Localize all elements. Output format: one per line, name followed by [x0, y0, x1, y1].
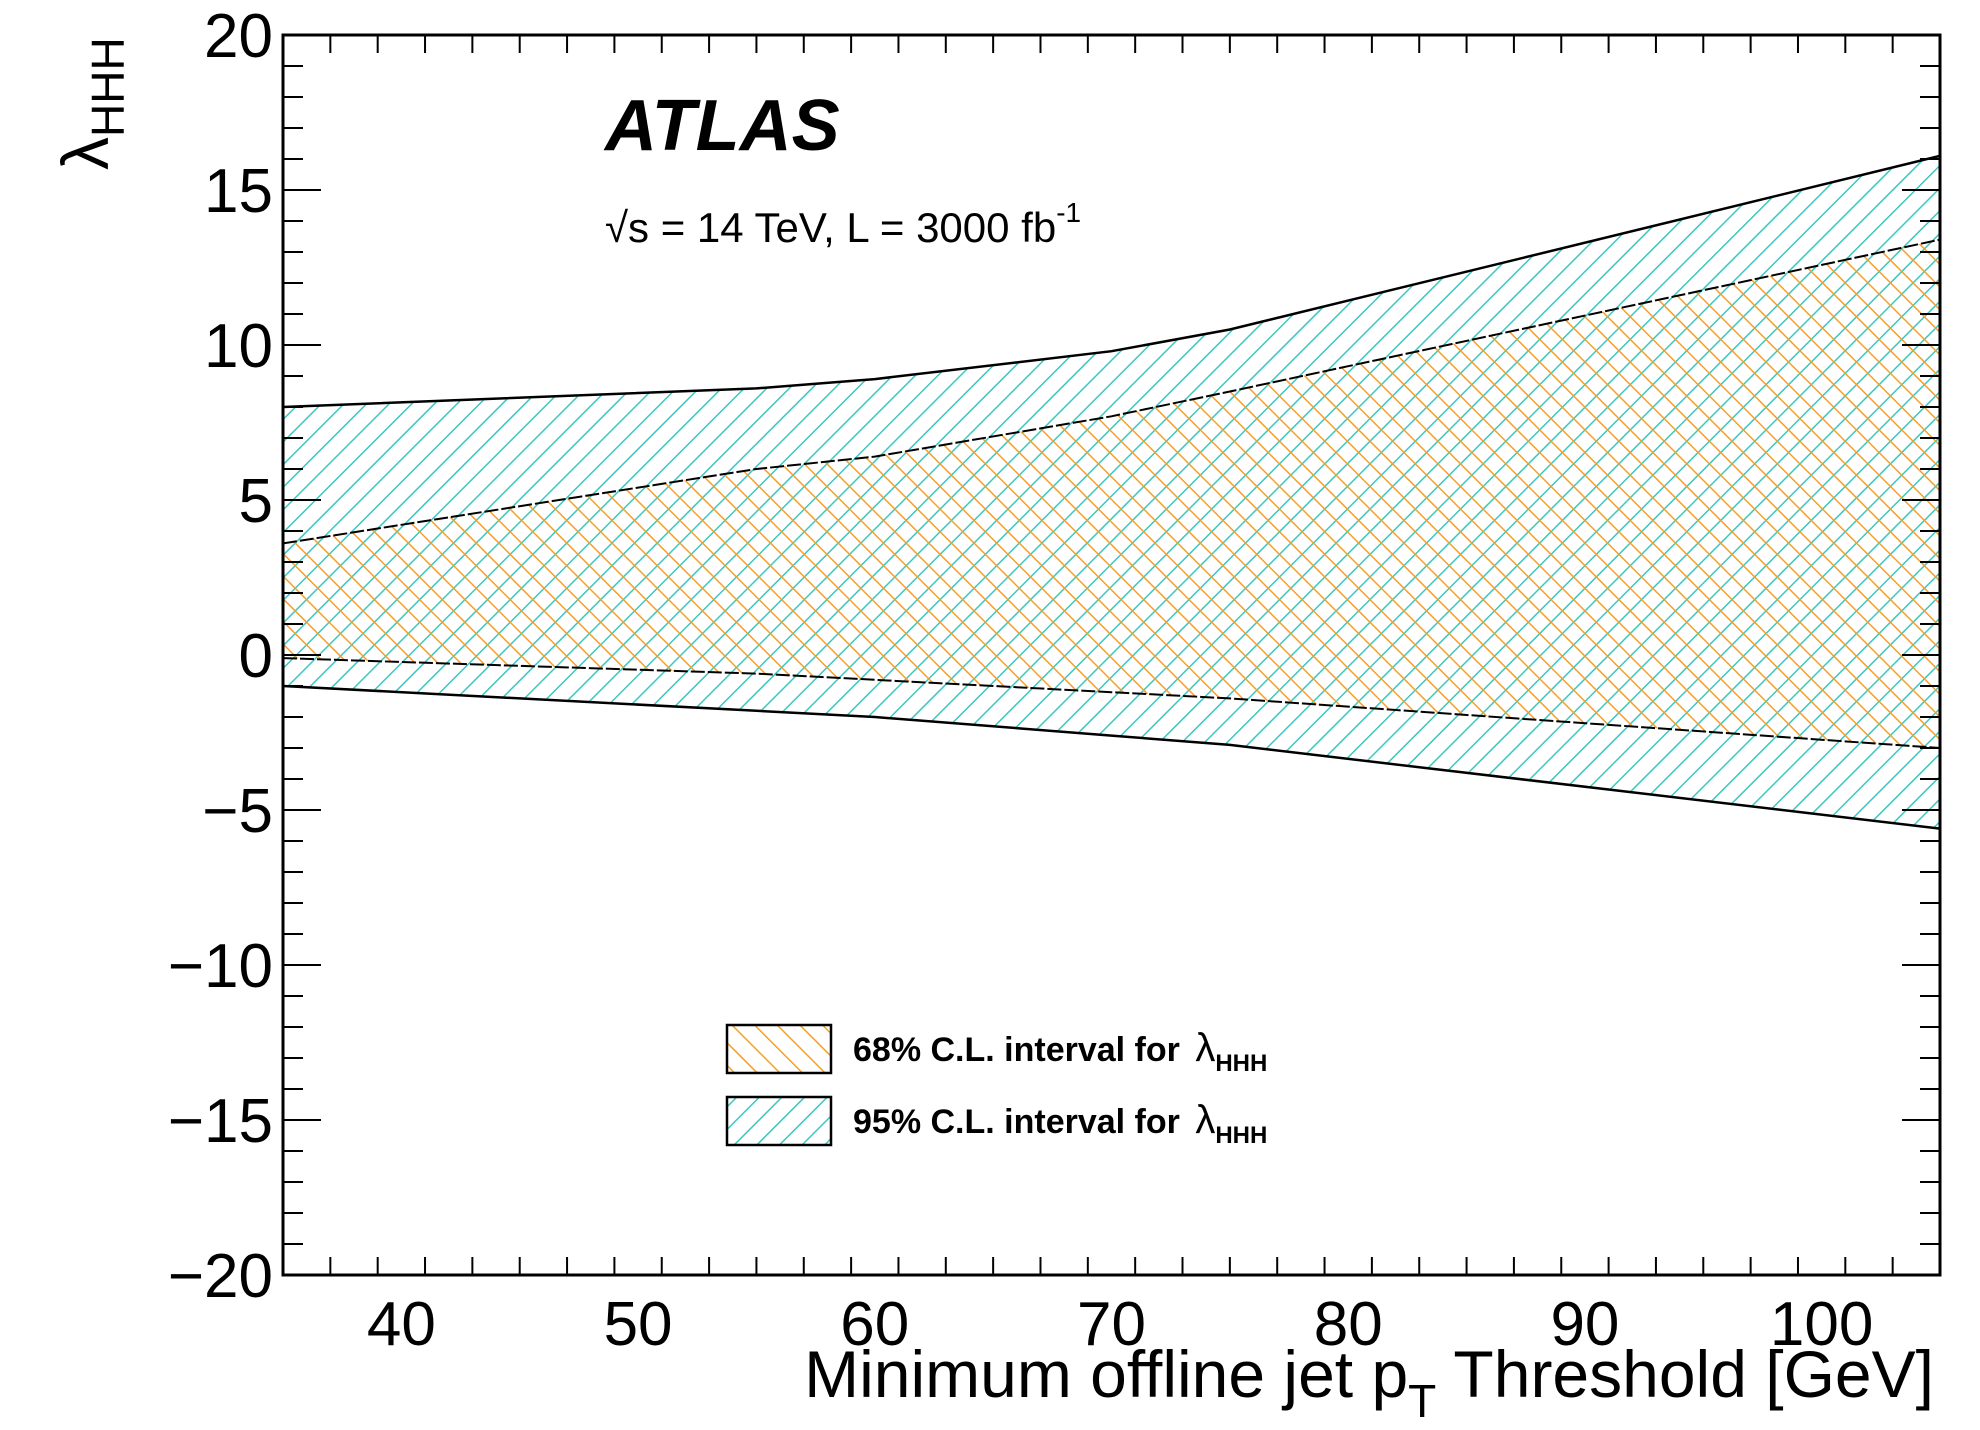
y-tick-label: 5 — [239, 467, 273, 536]
x-axis-tick-labels: 40 50 60 70 80 90 100 — [367, 1290, 1873, 1359]
x-axis-title-tail: Threshold [GeV] — [1436, 1337, 1934, 1411]
energy-luminosity-label: √s = 14 TeV, L = 3000 fb-1 — [605, 197, 1081, 251]
plot-frame — [281, 33, 1942, 1277]
x-axis-ticks — [282, 35, 1941, 1275]
x-axis-title: Minimum offline jet pT Threshold [GeV] — [804, 1337, 1934, 1427]
x-tick-label: 50 — [604, 1290, 673, 1359]
legend-swatch-68 — [725, 1023, 833, 1075]
sqrt-s-symbol: √s — [605, 204, 649, 251]
band-68-lower-edge — [283, 657, 1940, 749]
y-tick-label: 0 — [239, 622, 273, 691]
legend-swatch-95 — [725, 1095, 833, 1147]
x-tick-label: 60 — [840, 1290, 909, 1359]
x-tick-label: 90 — [1550, 1290, 1619, 1359]
band-95-lower-edge — [283, 684, 1940, 830]
x-tick-label: 70 — [1077, 1290, 1146, 1359]
interval-bands — [283, 154, 1940, 830]
x-tick-label: 80 — [1314, 1290, 1383, 1359]
band-95-upper-edge — [283, 154, 1940, 409]
x-tick-label: 100 — [1770, 1290, 1873, 1359]
y-tick-label: 15 — [204, 157, 273, 226]
legend-label-lambda: λ — [1195, 1098, 1215, 1142]
legend-label-text: 95% C.L. interval for — [853, 1103, 1189, 1141]
luminosity-exponent: -1 — [1056, 197, 1081, 228]
y-tick-label: 10 — [204, 312, 273, 381]
x-axis-title-subscript: T — [1408, 1375, 1436, 1427]
y-axis-title-main: λ — [48, 137, 122, 170]
legend-label-text: 68% C.L. interval for — [853, 1031, 1189, 1069]
y-axis-title: λHHH — [48, 37, 134, 170]
legend-label-lambda: λ — [1195, 1026, 1215, 1070]
legend-label-subscript: HHH — [1215, 1050, 1267, 1077]
band-68-cl — [283, 239, 1940, 748]
y-axis-ticks — [283, 34, 1940, 1276]
y-tick-label: −10 — [168, 932, 273, 1001]
legend-label-95: 95% C.L. interval for λHHH — [853, 1098, 1267, 1149]
y-tick-label: 20 — [204, 2, 273, 71]
legend-label-subscript: HHH — [1215, 1122, 1267, 1149]
y-axis-tick-labels: −20 −15 −10 −5 0 5 10 15 20 — [168, 2, 273, 1311]
legend-label-68: 68% C.L. interval for λHHH — [853, 1026, 1267, 1077]
atlas-label: ATLAS — [603, 86, 840, 166]
x-tick-label: 40 — [367, 1290, 436, 1359]
y-tick-label: −15 — [168, 1087, 273, 1156]
y-tick-label: −20 — [168, 1242, 273, 1311]
y-tick-label: −5 — [202, 777, 273, 846]
x-axis-title-main: Minimum offline jet p — [804, 1337, 1408, 1411]
y-axis-title-subscript: HHH — [82, 37, 134, 137]
energy-text: = 14 TeV, L = 3000 fb — [649, 204, 1056, 251]
band-68-upper-edge — [283, 238, 1940, 545]
